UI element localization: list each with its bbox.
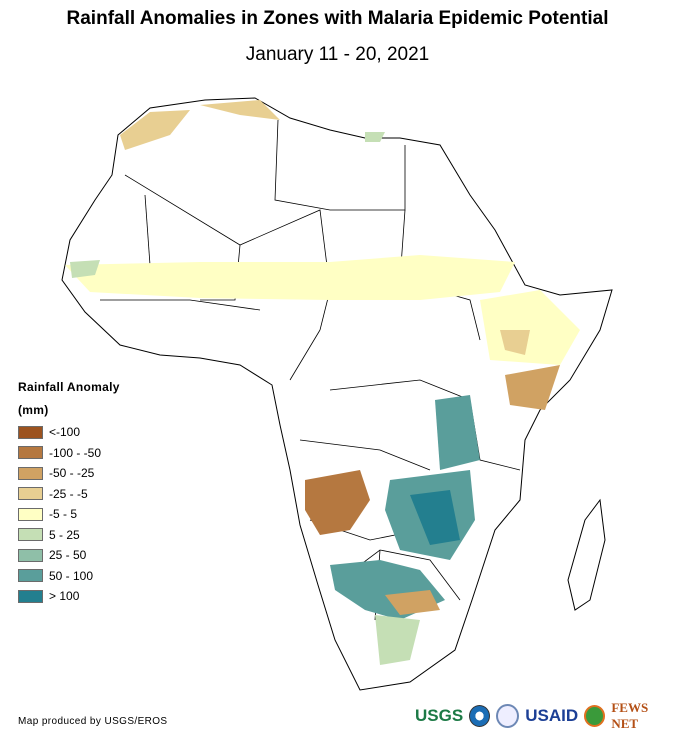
legend-swatch [18,487,43,501]
noaa-logo [469,705,491,727]
legend-item: <-100 [18,422,120,443]
legend-label: -25 - -5 [49,486,88,501]
legend-swatch [18,548,43,562]
legend-label: <-100 [49,425,81,440]
legend-label: 25 - 50 [49,548,87,563]
legend-item: 5 - 25 [18,525,120,546]
legend-label: -50 - -25 [49,466,95,481]
legend-item: -100 - -50 [18,443,120,464]
legend-swatch [18,569,43,583]
legend-item: > 100 [18,586,120,607]
legend-swatch [18,507,43,521]
legend-label: -5 - 5 [49,507,78,522]
map-credit: Map produced by USGS/EROS [18,716,168,727]
legend-label: 50 - 100 [49,568,94,583]
usaid-seal-icon [496,704,520,728]
legend-swatch [18,425,43,439]
rainfall-anomaly-areas [65,100,580,665]
legend-label: > 100 [49,589,80,604]
legend-item: -5 - 5 [18,504,120,525]
map-legend: Rainfall Anomaly (mm) <-100 -100 - -50 -50… [18,376,120,607]
madagascar-outline [567,498,606,611]
legend-swatch [18,466,43,480]
fews-globe-icon [584,705,606,727]
usgs-logo: USGS [415,706,464,725]
partner-logos: USGS USAID FEWS NET [415,700,675,732]
legend-item: 25 - 50 [18,545,120,566]
fews-net-logo: FEWS NET [611,700,649,731]
legend-title: Rainfall Anomaly [18,380,120,394]
map-date-range: January 11 - 20, 2021 [245,44,430,65]
legend-item: -25 - -5 [18,484,120,505]
map-title: Rainfall Anomalies in Zones with Malaria… [66,8,609,29]
legend-label: 5 - 25 [49,527,80,542]
legend-unit: (mm) [18,403,49,417]
legend-item: 50 - 100 [18,566,120,587]
legend-item: -50 - -25 [18,463,120,484]
legend-swatch [18,528,43,542]
usaid-logo: USAID [525,706,579,725]
legend-label: -100 - -50 [49,445,102,460]
legend-swatch [18,446,43,460]
africa-outline [61,97,613,691]
legend-swatch [18,589,43,603]
